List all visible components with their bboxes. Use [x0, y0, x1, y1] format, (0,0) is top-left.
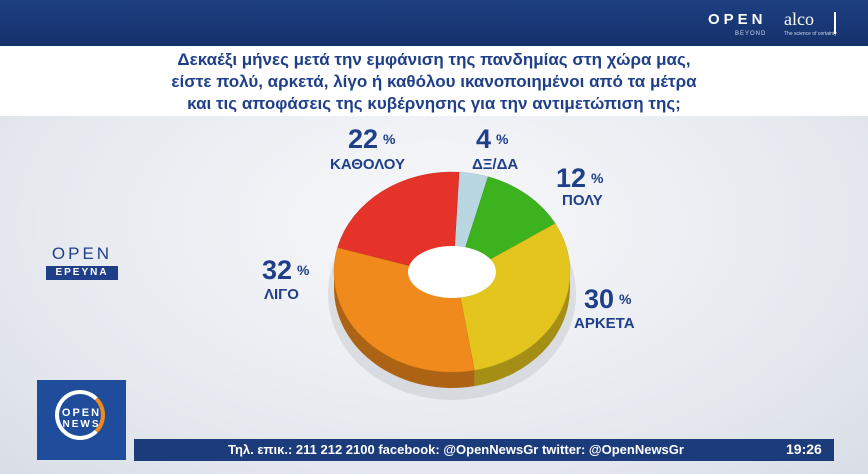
brand-divider: [834, 12, 836, 34]
open-ereuna-logo: OPEN ΕΡΕΥΝΑ: [46, 244, 118, 281]
question-line-1: Δεκαέξι μήνες μετά την εμφάνιση της πανδ…: [177, 50, 691, 69]
data-label-number-4: 22: [348, 124, 379, 154]
open-news-ring-icon: [55, 390, 105, 440]
data-label-value-1: 12%: [556, 163, 604, 194]
data-label-unit-1: %: [591, 170, 604, 186]
donut-hole: [408, 246, 496, 298]
data-label-category-3: ΛΙΓΟ: [264, 286, 299, 303]
question-line-3: και τις αποφάσεις της κυβέρνησης για την…: [187, 94, 681, 113]
data-label-unit-3: %: [297, 262, 310, 278]
open-news-news: NEWS: [62, 419, 101, 430]
clock: 19:26: [786, 441, 822, 457]
alco-logo: alco: [784, 9, 814, 29]
slice-side-3: [334, 272, 475, 389]
data-label-number-1: 12: [556, 163, 587, 193]
data-label-category-4: ΚΑΘΟΛΟΥ: [330, 156, 406, 173]
data-label-number-2: 30: [584, 284, 615, 314]
open-ereuna-open: OPEN: [51, 244, 113, 263]
info-ticker: Τηλ. επικ.: 211 212 2100 facebook: @Open…: [134, 439, 834, 461]
ticker-text: Τηλ. επικ.: 211 212 2100 facebook: @Open…: [228, 442, 684, 457]
data-label-unit-2: %: [619, 291, 632, 307]
open-ereuna-label: ΕΡΕΥΝΑ: [46, 266, 118, 280]
alco-tagline: The science of certainty: [784, 31, 837, 37]
open-beyond-subtitle: BEYOND: [735, 31, 767, 37]
data-label-number-0: 4: [476, 124, 492, 154]
data-label-unit-0: %: [496, 131, 509, 147]
data-label-category-0: ΔΞ/ΔΑ: [472, 156, 519, 173]
open-news-logo: OPEN NEWS: [37, 380, 126, 460]
data-label-value-2: 30%: [584, 284, 632, 315]
data-label-value-3: 32%: [262, 255, 310, 286]
data-label-category-1: ΠΟΛΥ: [562, 192, 603, 209]
data-label-value-0: 4%: [476, 124, 508, 155]
data-label-value-4: 22%: [348, 124, 396, 155]
slice-side-2: [474, 272, 570, 387]
open-news-open: OPEN: [61, 407, 102, 419]
data-label-number-3: 32: [262, 255, 293, 285]
open-beyond-logo: OPEN: [708, 11, 767, 28]
top-bar: OPEN BEYOND alco The science of certaint…: [0, 0, 868, 46]
question-line-2: είστε πολύ, αρκετά, λίγο ή καθόλου ικανο…: [171, 72, 697, 91]
data-label-unit-4: %: [383, 131, 396, 147]
question-box: Δεκαέξι μήνες μετά την εμφάνιση της πανδ…: [0, 46, 868, 116]
data-label-category-2: ΑΡΚΕΤΑ: [574, 315, 635, 332]
